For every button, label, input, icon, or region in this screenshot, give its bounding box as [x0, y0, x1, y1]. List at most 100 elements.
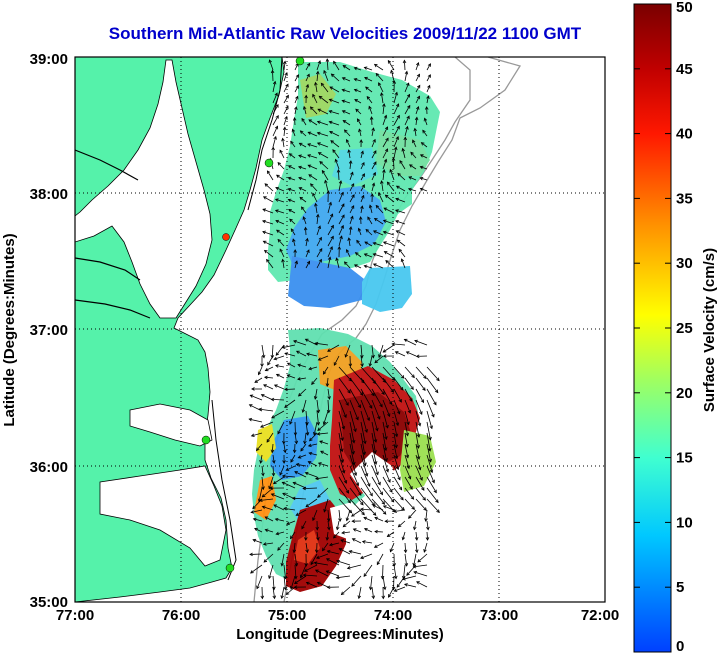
- velocity-arrow-head: [372, 504, 377, 508]
- velocity-arrow: [272, 93, 278, 104]
- velocity-arrow-head: [272, 460, 276, 464]
- velocity-arrow-head: [295, 74, 299, 78]
- velocity-arrow-head: [335, 257, 339, 262]
- velocity-arrow-head: [429, 425, 433, 430]
- velocity-arrow: [297, 377, 307, 380]
- velocity-arrow-head: [292, 481, 297, 486]
- velocity-arrow-head: [348, 363, 353, 368]
- velocity-arrow-head: [307, 131, 312, 135]
- velocity-arrow: [382, 399, 390, 417]
- velocity-arrow: [298, 166, 307, 170]
- velocity-arrow: [426, 421, 431, 440]
- velocity-arrow: [393, 388, 402, 403]
- velocity-arrow: [298, 388, 307, 397]
- velocity-arrow-head: [304, 94, 308, 99]
- velocity-arrow: [296, 463, 307, 467]
- velocity-arrow-head: [414, 116, 419, 121]
- velocity-arrow: [349, 366, 365, 384]
- velocity-arrow-head: [316, 536, 320, 541]
- velocity-arrow-head: [353, 264, 358, 268]
- velocity-arrow-head: [423, 375, 427, 380]
- velocity-arrow-head: [388, 401, 393, 406]
- velocity-arrow: [293, 340, 307, 346]
- velocity-arrow: [283, 127, 286, 137]
- velocity-arrow-head: [314, 549, 319, 554]
- velocity-arrow-head: [382, 354, 387, 358]
- velocity-arrow: [327, 388, 330, 400]
- velocity-arrow: [369, 355, 373, 367]
- velocity-arrow: [404, 410, 410, 425]
- velocity-arrow-head: [375, 427, 379, 432]
- velocity-arrow: [371, 377, 385, 395]
- velocity-arrow: [303, 216, 307, 225]
- velocity-arrow-head: [333, 362, 337, 366]
- velocity-arrow-head: [371, 595, 376, 600]
- velocity-arrow-head: [351, 194, 355, 198]
- velocity-arrow-head: [416, 445, 420, 449]
- velocity-arrow: [296, 509, 307, 516]
- velocity-arrow: [260, 454, 263, 464]
- velocity-arrow: [329, 99, 340, 104]
- velocity-arrow: [346, 139, 351, 148]
- velocity-arrow-head: [290, 458, 294, 463]
- colorbar-tick-label: 5: [676, 579, 684, 596]
- velocity-arrow: [268, 476, 274, 489]
- velocity-arrow: [261, 476, 264, 490]
- velocity-arrow: [393, 443, 398, 459]
- velocity-arrow: [382, 377, 394, 393]
- velocity-arrow-head: [390, 498, 395, 503]
- velocity-arrow-head: [408, 176, 413, 180]
- velocity-arrow: [396, 185, 406, 192]
- velocity-arrow: [402, 531, 406, 540]
- velocity-arrow: [374, 517, 384, 522]
- velocity-arrow-head: [266, 438, 270, 443]
- velocity-arrow-head: [305, 83, 310, 88]
- velocity-arrow: [294, 117, 296, 126]
- velocity-arrow-head: [328, 120, 333, 125]
- velocity-arrow: [370, 575, 373, 590]
- velocity-arrow-head: [425, 537, 430, 541]
- velocity-arrow-head: [266, 258, 270, 263]
- velocity-arrow: [308, 174, 318, 181]
- velocity-arrow-head: [356, 239, 360, 244]
- velocity-arrow-head: [345, 248, 350, 253]
- velocity-arrow: [308, 164, 318, 170]
- velocity-arrow-head: [312, 517, 316, 522]
- velocity-arrow-head: [422, 129, 426, 134]
- velocity-arrow-head: [250, 570, 254, 574]
- velocity-arrow: [374, 531, 384, 533]
- river-james: [75, 299, 151, 319]
- velocity-arrow: [273, 355, 285, 360]
- velocity-arrow: [360, 498, 377, 516]
- velocity-arrow: [382, 148, 388, 159]
- velocity-arrow-head: [393, 588, 398, 592]
- velocity-arrow-head: [395, 185, 400, 190]
- velocity-arrow: [272, 575, 275, 590]
- velocity-arrow: [294, 575, 307, 584]
- velocity-arrow: [383, 241, 395, 247]
- velocity-arrow-head: [381, 501, 386, 505]
- velocity-arrow-head: [283, 506, 287, 511]
- velocity-arrow-head: [287, 198, 292, 203]
- velocity-arrow-head: [372, 138, 376, 143]
- velocity-arrow: [271, 493, 285, 500]
- velocity-arrow-head: [360, 150, 364, 155]
- velocity-arrow-head: [277, 238, 282, 243]
- velocity-arrow-head: [301, 409, 305, 414]
- velocity-arrow: [393, 432, 397, 448]
- velocity-arrow-head: [367, 483, 371, 487]
- velocity-arrow: [272, 586, 275, 599]
- velocity-arrow-head: [374, 516, 378, 521]
- velocity-arrow: [287, 362, 296, 368]
- velocity-arrow-head: [275, 114, 279, 119]
- velocity-arrow-head: [358, 492, 362, 496]
- velocity-arrow: [382, 126, 388, 137]
- velocity-arrow-head: [274, 209, 279, 213]
- velocity-arrow-head: [328, 110, 333, 114]
- velocity-arrow: [351, 575, 362, 587]
- velocity-arrow: [290, 228, 296, 236]
- velocity-arrow-head: [351, 439, 356, 444]
- velocity-arrow: [307, 154, 318, 159]
- velocity-arrow: [264, 250, 274, 258]
- velocity-arrow-head: [433, 401, 437, 406]
